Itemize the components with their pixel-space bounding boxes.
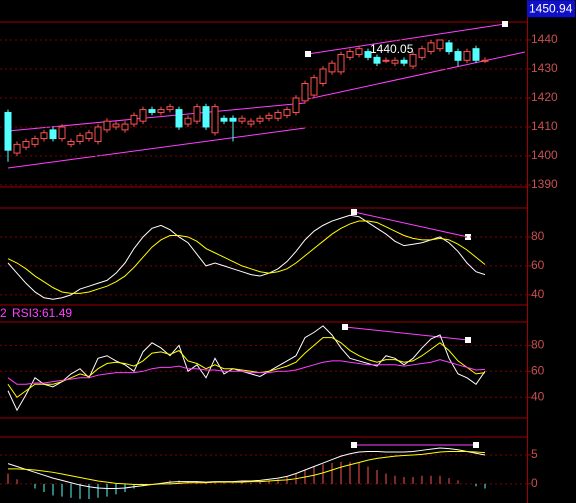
candle-body	[274, 111, 282, 119]
candle-body	[166, 106, 174, 111]
candle-body	[400, 59, 408, 64]
y-tick-label: 1410	[531, 119, 558, 133]
candle-body	[409, 53, 417, 67]
price-marker-label: 1450.94	[529, 1, 573, 15]
y-tick-label: 80	[531, 338, 545, 352]
candle-body	[67, 140, 75, 145]
candle-body	[193, 106, 201, 122]
candle-body	[292, 97, 300, 113]
candle-body	[391, 59, 399, 64]
candle-body	[211, 106, 219, 134]
candle-body	[85, 132, 93, 140]
y-tick-label: 1430	[531, 61, 558, 75]
candle-body	[427, 42, 435, 53]
candle-body	[256, 117, 264, 122]
candle-body	[229, 117, 237, 122]
candle-body	[436, 39, 444, 50]
y-tick-label: 60	[531, 258, 545, 272]
candle-body	[310, 77, 318, 96]
candle-body	[184, 117, 192, 125]
candle-body	[301, 82, 309, 102]
y-tick-label: 80	[531, 229, 545, 243]
candle-body	[121, 123, 129, 131]
candle-body	[373, 56, 381, 64]
frame	[0, 0, 528, 503]
candle-body	[382, 59, 390, 62]
candle-body	[175, 109, 183, 128]
y-tick-label: 1440	[531, 32, 558, 46]
candle-body	[139, 109, 147, 122]
candle-body	[418, 48, 426, 58]
candle-body	[481, 59, 489, 62]
candle-body	[76, 135, 84, 142]
candle-body	[202, 106, 210, 128]
candle-body	[13, 143, 21, 154]
candle-body	[238, 117, 246, 122]
candle-body	[265, 114, 273, 119]
candle-body	[130, 114, 138, 125]
candle-body	[328, 62, 336, 73]
candle-body	[445, 42, 453, 53]
candle-body	[148, 109, 156, 113]
y-tick-label: 0	[531, 476, 538, 490]
price-marker-box	[527, 0, 575, 18]
indicator-line	[7, 447, 486, 490]
candle-body	[283, 109, 291, 116]
candle-body	[40, 132, 48, 140]
candle-body	[472, 48, 480, 61]
candle-body	[31, 138, 39, 145]
candle-body	[94, 126, 102, 142]
y-tick-label: 40	[531, 389, 545, 403]
candle-body	[22, 140, 30, 148]
candle-body	[319, 68, 327, 84]
candle-body	[220, 117, 228, 122]
y-tick-label: 1400	[531, 148, 558, 162]
trend-handles	[305, 21, 508, 448]
candle-body	[463, 51, 471, 61]
candle-body	[346, 51, 354, 58]
candle-body	[355, 48, 363, 55]
candle-body	[364, 51, 372, 58]
candle-body	[454, 51, 462, 61]
indicator-line	[7, 214, 486, 300]
candle-body	[112, 123, 120, 128]
trend-lines	[7, 23, 526, 446]
y-tick-label: 1390	[531, 177, 558, 191]
max-price-label: 1440.05	[370, 42, 414, 56]
indicator-line	[8, 450, 486, 485]
y-tick-label: 5	[531, 447, 538, 461]
candle-body	[49, 129, 57, 140]
candle-body	[103, 120, 111, 131]
candle-body	[247, 120, 255, 125]
legend-label: RSI3:61.49	[12, 306, 72, 320]
candle-body	[4, 111, 12, 151]
legend-fragment: 2	[0, 306, 7, 320]
y-tick-label: 40	[531, 287, 545, 301]
candle-body	[157, 109, 165, 113]
candle-body	[337, 53, 345, 73]
indicator-line	[7, 359, 486, 385]
candle-body	[58, 126, 66, 140]
y-tick-label: 1420	[531, 90, 558, 104]
y-tick-label: 60	[531, 363, 545, 377]
indicator-line	[7, 337, 486, 398]
indicator-line	[7, 220, 486, 294]
